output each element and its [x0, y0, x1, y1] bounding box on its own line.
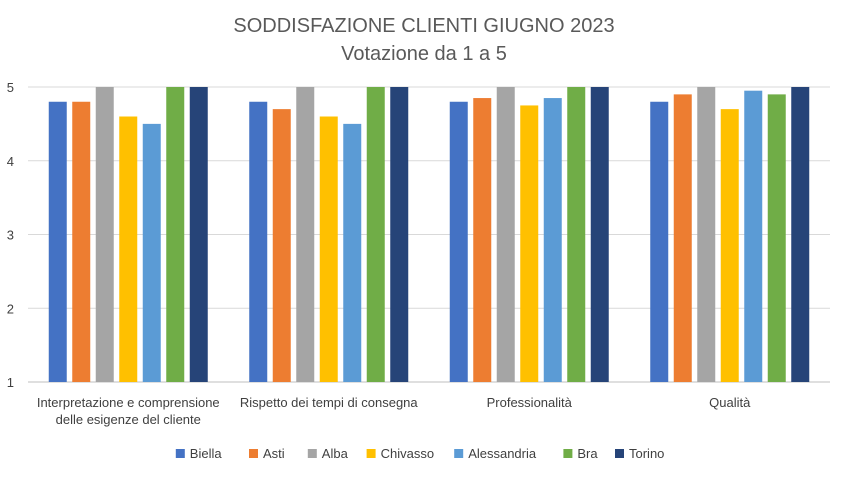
- legend-swatch: [249, 449, 258, 458]
- x-tick-label: Rispetto dei tempi di consegna: [240, 395, 419, 410]
- y-axis-ticks: 1 2 3 4 5: [7, 80, 14, 390]
- y-tick-label: 4: [7, 154, 14, 169]
- legend-label: Biella: [190, 446, 223, 461]
- y-tick-label: 5: [7, 80, 14, 95]
- bar: [95, 87, 114, 382]
- bar: [390, 87, 409, 382]
- bar: [366, 87, 385, 382]
- legend-label: Chivasso: [381, 446, 434, 461]
- legend-label: Bra: [577, 446, 598, 461]
- x-tick-label: Qualità: [709, 395, 751, 410]
- legend-swatch: [366, 449, 376, 458]
- x-tick-label: Professionalità: [487, 395, 573, 410]
- legend-swatch: [563, 449, 573, 458]
- bar: [720, 109, 739, 382]
- bar: [767, 94, 786, 382]
- bar: [343, 123, 362, 382]
- y-tick-label: 2: [7, 301, 14, 316]
- bar: [590, 87, 609, 382]
- bar: [567, 87, 586, 382]
- legend-swatch: [307, 449, 317, 458]
- bar: [543, 98, 562, 382]
- bar: [650, 101, 669, 382]
- bar: [272, 109, 291, 382]
- legend-label: Alessandria: [468, 446, 537, 461]
- legend-swatch: [175, 449, 185, 458]
- chart-subtitle: Votazione da 1 a 5: [341, 43, 507, 65]
- legend-label: Torino: [629, 446, 664, 461]
- legend-swatch: [615, 449, 624, 458]
- gridlines: [28, 86, 830, 383]
- legend-label: Alba: [322, 446, 349, 461]
- bar: [319, 116, 338, 382]
- x-axis-ticks: Interpretazione e comprensione delle esig…: [37, 395, 751, 427]
- bar: [119, 116, 138, 382]
- y-tick-label: 1: [7, 375, 14, 390]
- legend-label: Asti: [263, 446, 285, 461]
- bar: [697, 87, 716, 382]
- legend-swatch: [454, 449, 464, 458]
- bar: [72, 101, 91, 382]
- bar: [249, 101, 268, 382]
- bar: [791, 87, 810, 382]
- bar: [166, 87, 185, 382]
- legend: Biella Asti Alba Chivasso Alessandria Bra Tori…: [175, 446, 664, 461]
- bar: [189, 87, 208, 382]
- bar: [520, 105, 539, 382]
- bar: [473, 98, 492, 382]
- bars: [48, 87, 810, 382]
- bar: [449, 101, 468, 382]
- bar: [48, 101, 67, 382]
- bar: [142, 123, 161, 382]
- chart-title: SODDISFAZIONE CLIENTI GIUGNO 2023: [233, 15, 614, 37]
- y-tick-label: 3: [7, 228, 14, 243]
- x-tick-label: Interpretazione e comprensione delle esig…: [37, 395, 220, 427]
- bar: [673, 94, 692, 382]
- bar: [496, 87, 515, 382]
- bar: [744, 90, 763, 382]
- bar: [296, 87, 315, 382]
